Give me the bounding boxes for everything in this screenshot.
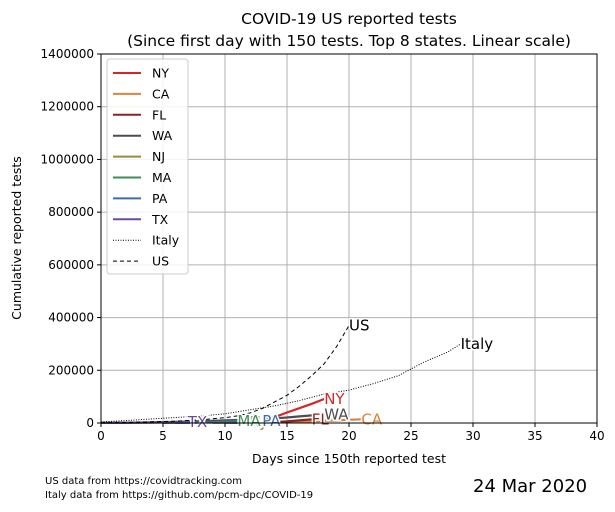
legend-label-italy: Italy [152, 233, 180, 248]
legend-label-wa: WA [152, 128, 173, 143]
legend-label-tx: TX [151, 212, 169, 227]
x-tick-label: 35 [527, 429, 542, 443]
legend: NY CA FL WA NJ MA PA TX Italy US [106, 58, 189, 275]
x-tick-label: 5 [159, 429, 167, 443]
legend-label-ma: MA [152, 170, 172, 185]
series-end-label-ca: CA [361, 410, 382, 428]
legend-label-fl: FL [152, 107, 166, 122]
legend-label-ca: CA [152, 86, 170, 101]
y-axis-label: Cumulative reported tests [9, 156, 24, 320]
axis-ticks: 0 5 10 15 20 25 30 35 40 0 200000 400000 600000 80000… [41, 47, 605, 443]
series-end-label-fl: FL [312, 410, 330, 428]
source-note-italy: Italy data from https://github.com/pcm-d… [45, 490, 314, 501]
date-stamp: 24 Mar 2020 [473, 476, 588, 497]
source-note-us: US data from https://covidtracking.com [45, 476, 242, 487]
x-tick-label: 30 [465, 429, 480, 443]
y-tick-label: 600000 [48, 258, 94, 272]
y-tick-label: 200000 [48, 363, 94, 377]
chart-subtitle: (Since first day with 150 tests. Top 8 s… [127, 32, 571, 50]
series-end-label-italy: Italy [461, 335, 494, 353]
x-tick-label: 20 [341, 429, 356, 443]
x-tick-label: 25 [403, 429, 418, 443]
y-tick-label: 400000 [48, 311, 94, 325]
legend-label-pa: PA [152, 191, 168, 206]
x-axis-label: Days since 150th reported test [252, 451, 446, 466]
y-tick-label: 800000 [48, 205, 94, 219]
series-end-label-us: US [349, 316, 370, 334]
y-tick-label: 1000000 [41, 152, 94, 166]
series-end-label-ma: MA [237, 412, 261, 430]
legend-label-nj: NJ [152, 149, 165, 164]
legend-label-us: US [152, 254, 169, 269]
y-tick-label: 1200000 [41, 100, 94, 114]
x-tick-label: 15 [279, 429, 294, 443]
series-end-label-ny: NY [324, 390, 345, 408]
x-tick-label: 40 [589, 429, 604, 443]
series-end-label-tx: TX [187, 413, 207, 431]
series-line-us [100, 325, 350, 424]
x-tick-label: 0 [97, 429, 105, 443]
y-tick-label: 1400000 [41, 47, 94, 61]
series-end-label-pa: PA [262, 412, 281, 430]
series-end-label-wa: WA [324, 405, 349, 423]
series-end-label-nj: NJ [250, 413, 266, 431]
legend-label-ny: NY [152, 66, 169, 81]
x-tick-label: 10 [217, 429, 232, 443]
chart-title: COVID-19 US reported tests [241, 10, 457, 28]
series-line-italy [100, 343, 461, 423]
series-layer [100, 325, 461, 424]
y-tick-label: 0 [86, 416, 94, 430]
